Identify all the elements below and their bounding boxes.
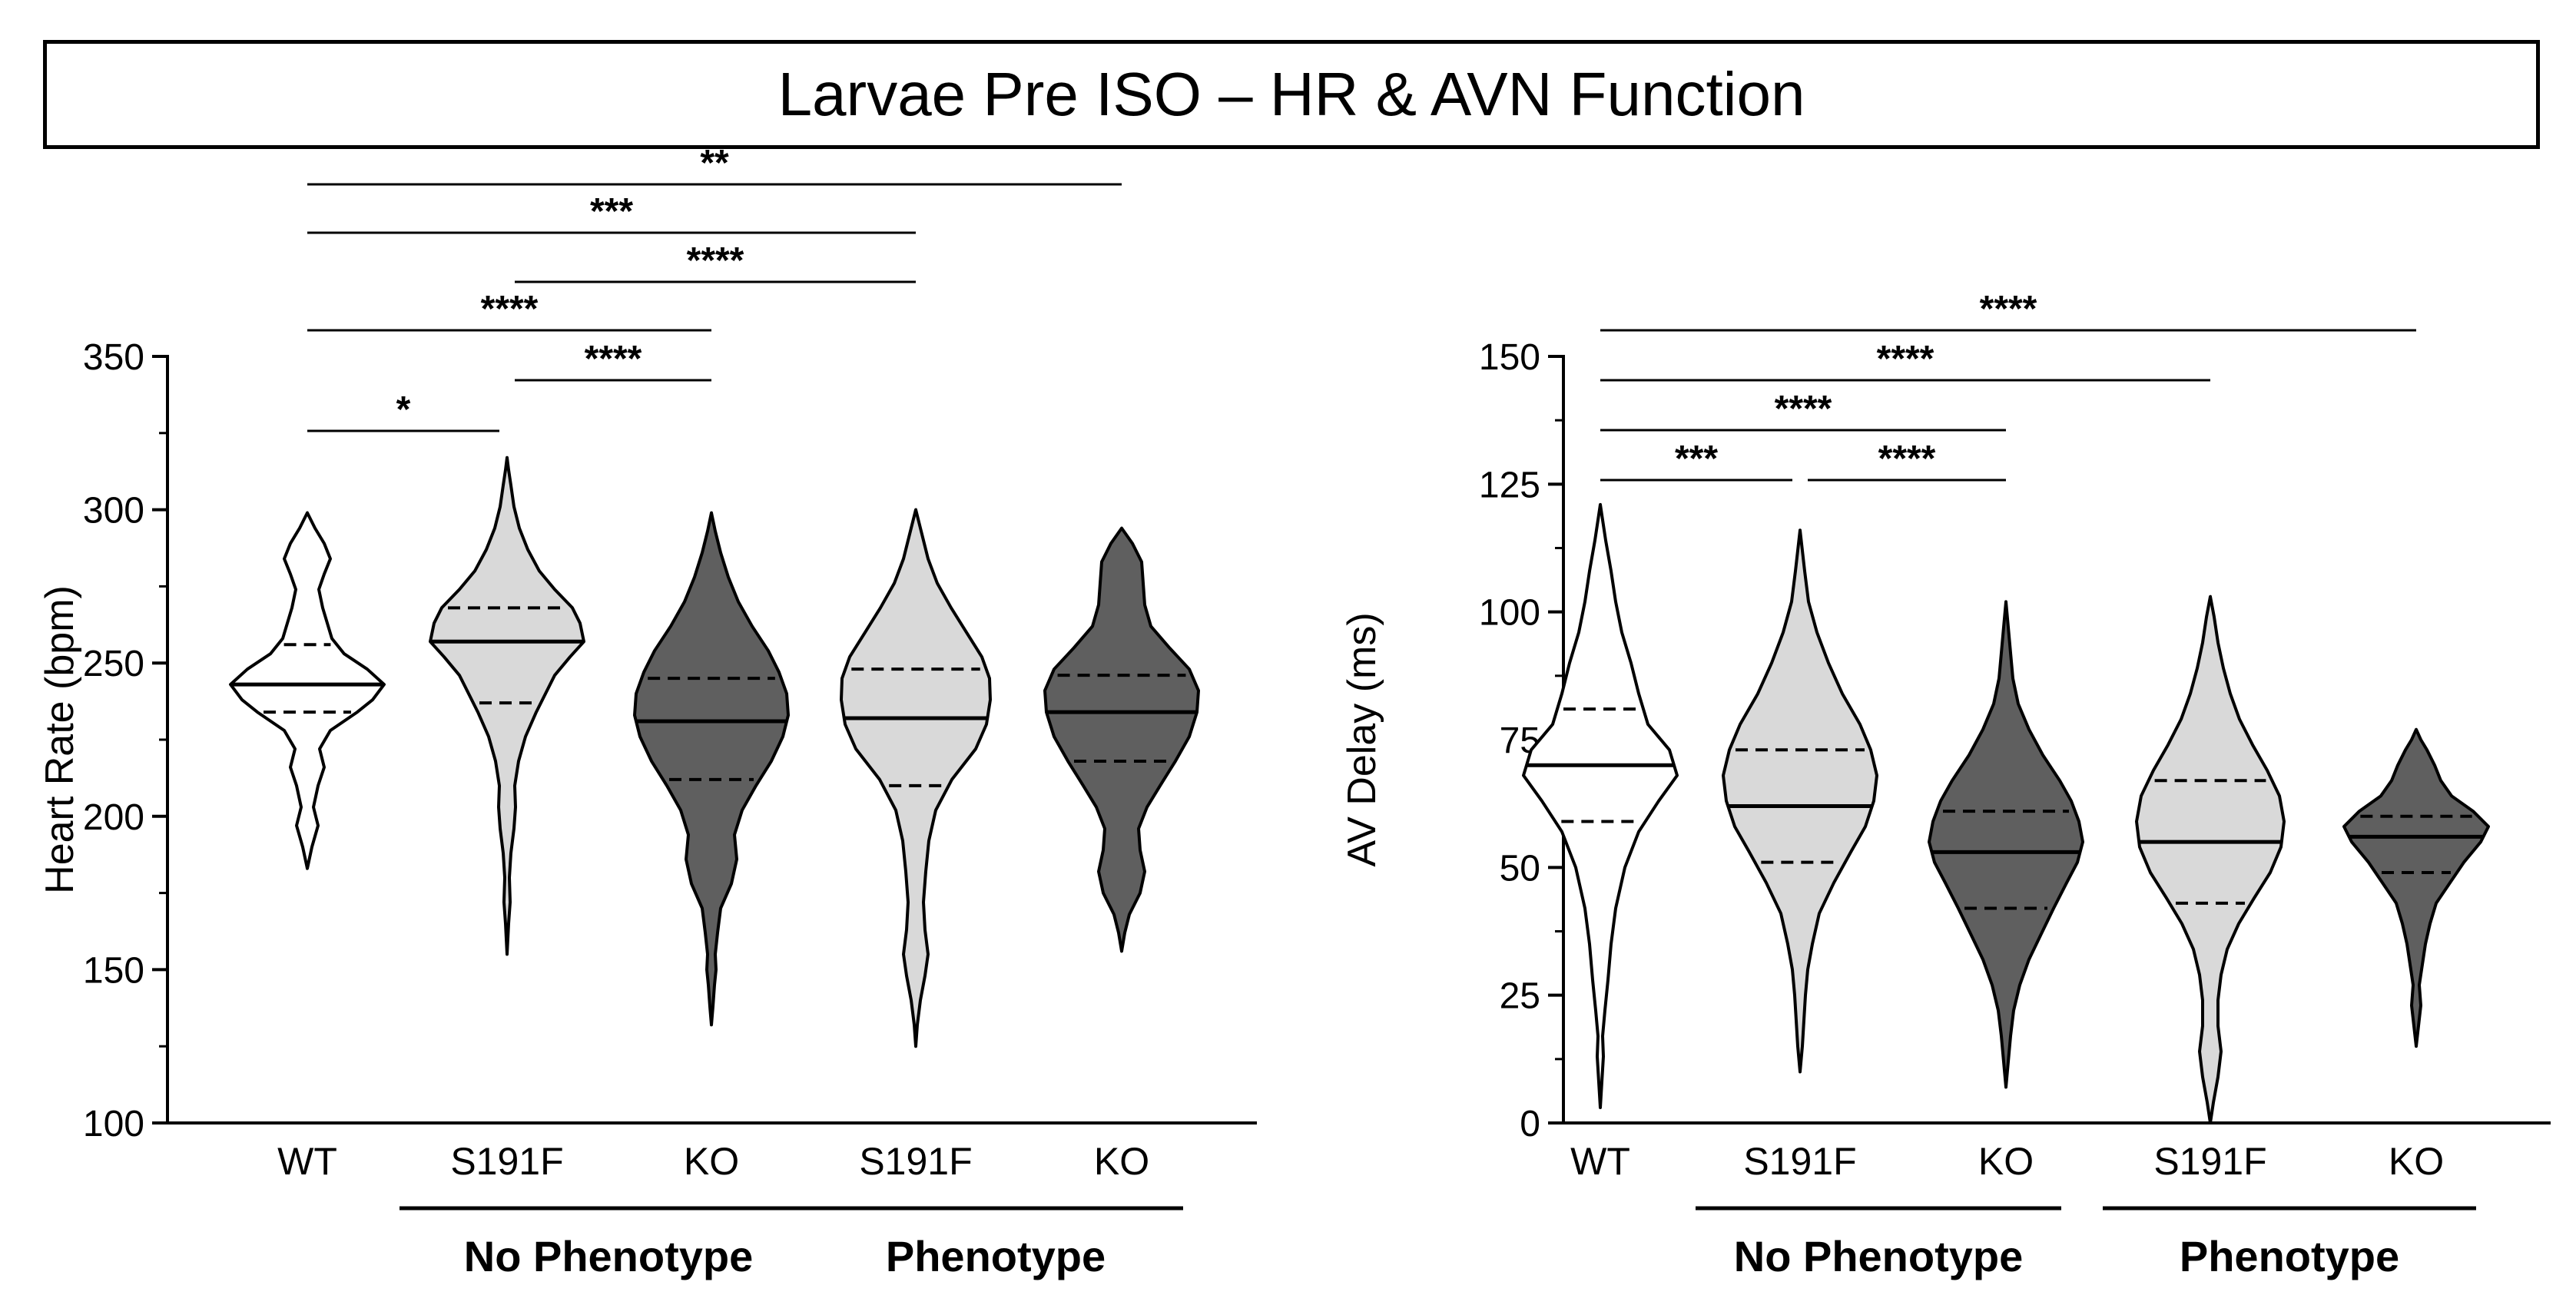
x-tick-label: WT [277,1140,337,1183]
y-tick-label: 150 [1479,337,1540,378]
significance-label: ** [700,143,729,184]
violin-body [2342,727,2490,1048]
x-tick-label: S191F [2153,1140,2266,1183]
y-tick-label: 350 [83,337,144,378]
significance-label: *** [590,191,633,232]
y-axis-label: Heart Rate (bpm) [38,585,82,894]
x-tick-label: S191F [450,1140,563,1183]
group-label: Phenotype [886,1232,1106,1280]
significance-label: **** [481,289,539,330]
group-label: No Phenotype [1734,1232,2023,1280]
y-tick-label: 0 [1520,1104,1540,1144]
x-tick-label: KO [1094,1140,1149,1183]
y-axis-label: AV Delay (ms) [1340,612,1384,866]
y-tick-label: 300 [83,491,144,532]
x-tick-label: S191F [1743,1140,1856,1183]
significance-label: * [396,389,411,430]
significance-label: **** [1775,389,1832,429]
violin-body [633,511,790,1027]
y-tick-label: 150 [83,950,144,991]
y-tick-label: 250 [83,644,144,684]
y-tick-label: 25 [1500,976,1540,1017]
significance-label: **** [1980,289,2037,330]
title-box: Larvae Pre ISO – HR & AVN Function [43,40,2540,149]
violin-body [1522,502,1679,1109]
y-tick-label: 100 [1479,593,1540,634]
significance-label: **** [687,240,744,281]
significance-label: **** [1878,439,1936,479]
x-tick-label: WT [1570,1140,1630,1183]
violin-body [1722,528,1878,1074]
y-tick-label: 200 [83,797,144,838]
y-tick-label: 100 [83,1104,144,1144]
violin-body [840,508,992,1048]
violin-body [429,455,585,956]
x-tick-label: KO [684,1140,739,1183]
violin-body [1928,600,2084,1089]
x-tick-label: S191F [859,1140,972,1183]
group-label: Phenotype [2180,1232,2399,1280]
y-tick-label: 50 [1500,848,1540,889]
significance-label: **** [1877,339,1934,379]
violin-body [2135,595,2286,1124]
significance-label: *** [1675,439,1718,479]
group-label: No Phenotype [464,1232,753,1280]
significance-label: **** [585,339,642,379]
x-tick-label: KO [2389,1140,2444,1183]
violin-body [229,511,386,870]
page-title: Larvae Pre ISO – HR & AVN Function [777,60,1805,128]
x-tick-label: KO [1978,1140,2034,1183]
y-tick-label: 125 [1479,465,1540,505]
violin-body [1043,526,1200,953]
